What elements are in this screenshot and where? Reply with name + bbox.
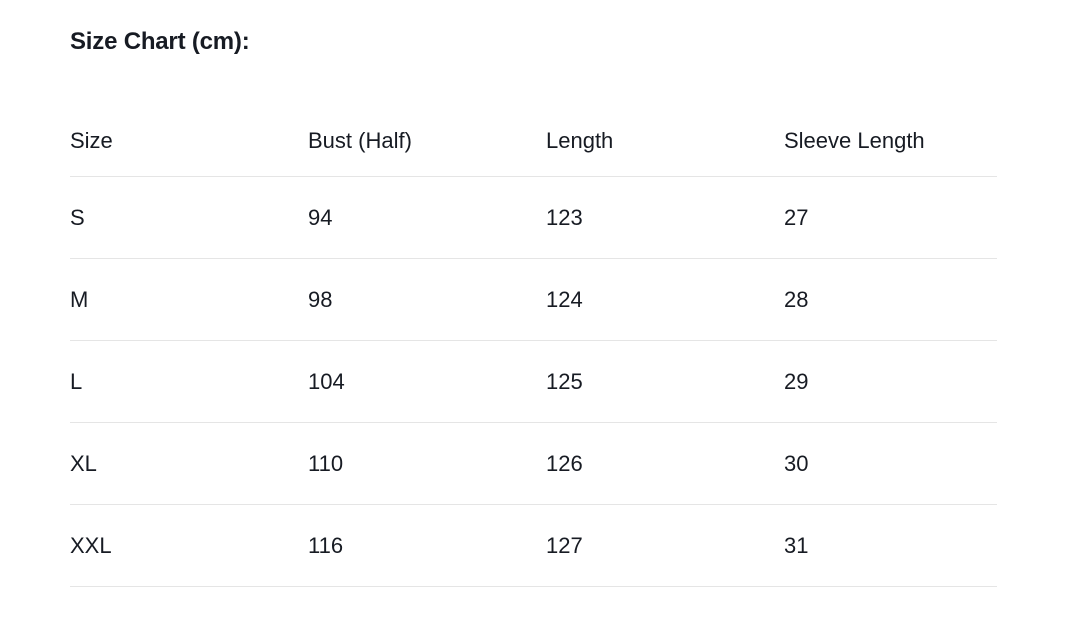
size-cell: XXL bbox=[70, 504, 308, 587]
column-header-length: Length bbox=[546, 105, 784, 177]
size-cell: L bbox=[70, 340, 308, 423]
table-row-m: M 98 124 28 bbox=[70, 258, 997, 341]
bust-cell: 98 bbox=[308, 258, 546, 341]
table-row-s: S 94 123 27 bbox=[70, 176, 997, 259]
size-chart-table: Size Bust (Half) Length Sleeve Length S … bbox=[70, 105, 997, 587]
length-cell: 126 bbox=[546, 422, 784, 505]
table-header-row: Size Bust (Half) Length Sleeve Length bbox=[70, 105, 997, 177]
column-header-size: Size bbox=[70, 105, 308, 177]
table-row-l: L 104 125 29 bbox=[70, 340, 997, 423]
bust-cell: 110 bbox=[308, 422, 546, 505]
size-cell: S bbox=[70, 176, 308, 259]
table-row-xl: XL 110 126 30 bbox=[70, 422, 997, 505]
sleeve-length-cell: 29 bbox=[784, 340, 997, 423]
length-cell: 124 bbox=[546, 258, 784, 341]
length-cell: 123 bbox=[546, 176, 784, 259]
size-cell: M bbox=[70, 258, 308, 341]
sleeve-length-cell: 27 bbox=[784, 176, 997, 259]
column-header-sleeve-length: Sleeve Length bbox=[784, 105, 997, 177]
length-cell: 127 bbox=[546, 504, 784, 587]
size-cell: XL bbox=[70, 422, 308, 505]
size-chart-section: Size Chart (cm): Size Bust (Half) Length… bbox=[70, 28, 997, 587]
bust-cell: 104 bbox=[308, 340, 546, 423]
table-row-xxl: XXL 116 127 31 bbox=[70, 504, 997, 587]
column-header-bust: Bust (Half) bbox=[308, 105, 546, 177]
page-title: Size Chart (cm): bbox=[70, 28, 250, 55]
sleeve-length-cell: 30 bbox=[784, 422, 997, 505]
length-cell: 125 bbox=[546, 340, 784, 423]
sleeve-length-cell: 28 bbox=[784, 258, 997, 341]
bust-cell: 116 bbox=[308, 504, 546, 587]
sleeve-length-cell: 31 bbox=[784, 504, 997, 587]
bust-cell: 94 bbox=[308, 176, 546, 259]
